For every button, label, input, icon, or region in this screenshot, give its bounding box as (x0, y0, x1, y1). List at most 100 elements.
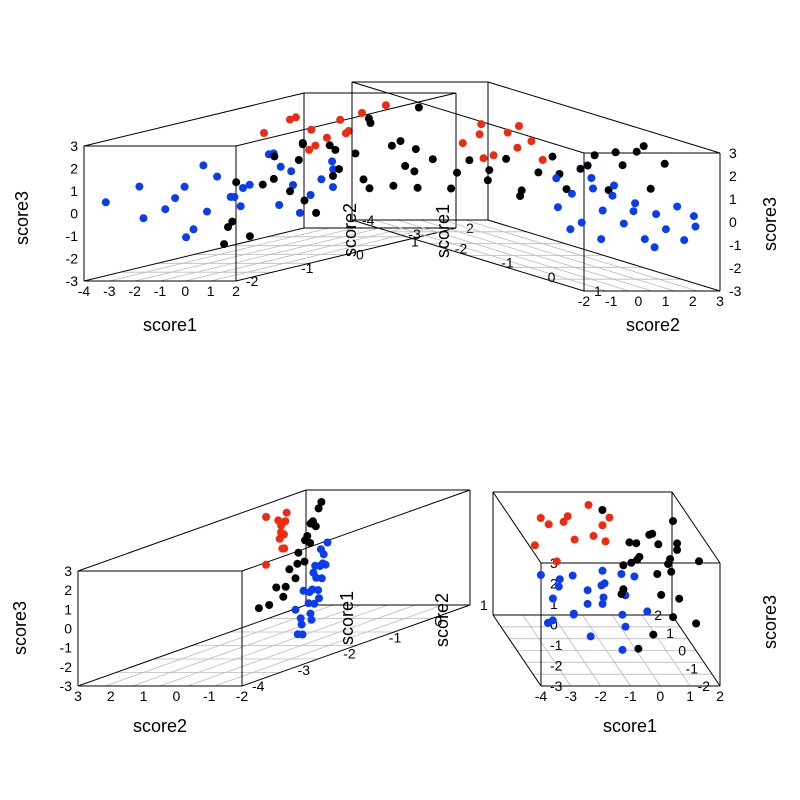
scatter-point (309, 568, 318, 577)
scatter-point (297, 620, 306, 629)
scatter-point (587, 174, 596, 182)
scatter-point (530, 541, 539, 550)
tick-label-b: 1 (594, 283, 602, 299)
series-0 (254, 498, 326, 613)
scatter-point (621, 622, 630, 631)
scatter-point (483, 176, 492, 185)
scatter-point (331, 145, 340, 154)
scatter-point (275, 201, 284, 209)
scatter-point (610, 181, 618, 190)
scatter-point (598, 206, 607, 215)
cube-edge (487, 81, 721, 154)
tick-label-a: -2 (236, 688, 249, 704)
scatter-point (465, 156, 474, 165)
scatter-point (611, 148, 620, 157)
axis-label-b: score1 (337, 591, 357, 645)
scatter-point (629, 207, 638, 216)
scatter-point (654, 540, 663, 549)
scatter-point (295, 208, 304, 217)
cube-edge (77, 604, 307, 687)
scatter-point (281, 582, 290, 591)
scatter-point (660, 159, 669, 168)
scatter-point (548, 594, 557, 603)
tick-label-b: 0 (678, 643, 686, 659)
scatter-point (619, 585, 628, 594)
scatter-point (597, 581, 606, 590)
scatter-point (203, 207, 211, 216)
scatter-point (552, 174, 561, 183)
scatter-point (590, 151, 599, 160)
scatter-point (387, 141, 396, 150)
floor-grid (501, 614, 712, 687)
scatter-point (306, 609, 315, 618)
scatter-point (680, 236, 689, 245)
scatter-point (568, 571, 577, 580)
scatter-point (351, 149, 360, 158)
panel-bottom-right: -4-3-2-1012-2-1012-3-2-10123score1score2… (432, 491, 780, 736)
scatter-point (589, 531, 598, 540)
scatter-point (305, 145, 314, 154)
scatter-point (597, 235, 606, 244)
scatter-point (544, 520, 553, 529)
scatter-point (625, 538, 634, 547)
tick-label-b: -1 (389, 629, 402, 645)
scatter-point (317, 175, 326, 184)
scatter-point (583, 586, 592, 595)
scatter-point (254, 604, 263, 613)
series-2 (552, 174, 700, 252)
tick-label-a: 2 (689, 293, 697, 309)
tick-label-a: 0 (635, 293, 643, 309)
scatter-point (667, 567, 676, 576)
scatter-point (555, 575, 564, 584)
scatter-point (643, 607, 652, 616)
scatter-point (358, 109, 366, 117)
series-1 (260, 101, 390, 154)
scatter-point (515, 122, 523, 130)
scatter-point (365, 184, 374, 193)
axis-label-c: score3 (760, 595, 780, 649)
scatter-point (311, 561, 320, 570)
scatter-point (316, 545, 325, 554)
scatter-point (279, 592, 288, 601)
scatter-point (213, 172, 222, 181)
tick-label-c: 2 (729, 168, 737, 184)
scatter-point (307, 125, 316, 134)
scatter-point (281, 517, 290, 526)
cube-edge (235, 92, 457, 147)
tick-label-b: 1 (666, 625, 674, 641)
scatter-point (258, 180, 267, 189)
scatter-point (314, 586, 323, 595)
scatter-point (649, 630, 658, 639)
scatter-point (661, 225, 670, 234)
tick-label-a: -4 (535, 688, 548, 704)
tick-label-a: -4 (78, 283, 91, 299)
scatter-point (180, 182, 189, 191)
tick-label-a: -2 (578, 293, 591, 309)
tick-label-c: -1 (60, 640, 73, 656)
scatter-point (477, 120, 486, 129)
tick-label-a: 1 (207, 283, 215, 299)
scatter-point (618, 645, 627, 654)
scatter-point (301, 536, 309, 545)
cube-edge (351, 219, 585, 292)
tick-label-c: -1 (729, 237, 742, 253)
tick-label-c: 0 (729, 214, 737, 230)
scatter-point (293, 559, 302, 568)
scatter-point (570, 535, 579, 544)
scatter-point (608, 191, 617, 200)
scatter-point (479, 154, 488, 163)
scatter-point (310, 599, 319, 608)
axis-labels: score2 score1 score3 (10, 591, 357, 736)
scatter-point (502, 154, 511, 163)
scatter-point (389, 181, 398, 190)
scatter-point (287, 167, 296, 176)
scatter-point (447, 184, 456, 193)
tick-label-a: -3 (565, 688, 578, 704)
tick-label-b: -1 (686, 660, 699, 676)
scatter-point (566, 225, 575, 234)
tick-label-c: -2 (66, 251, 79, 267)
tick-label-b: -3 (408, 226, 421, 242)
